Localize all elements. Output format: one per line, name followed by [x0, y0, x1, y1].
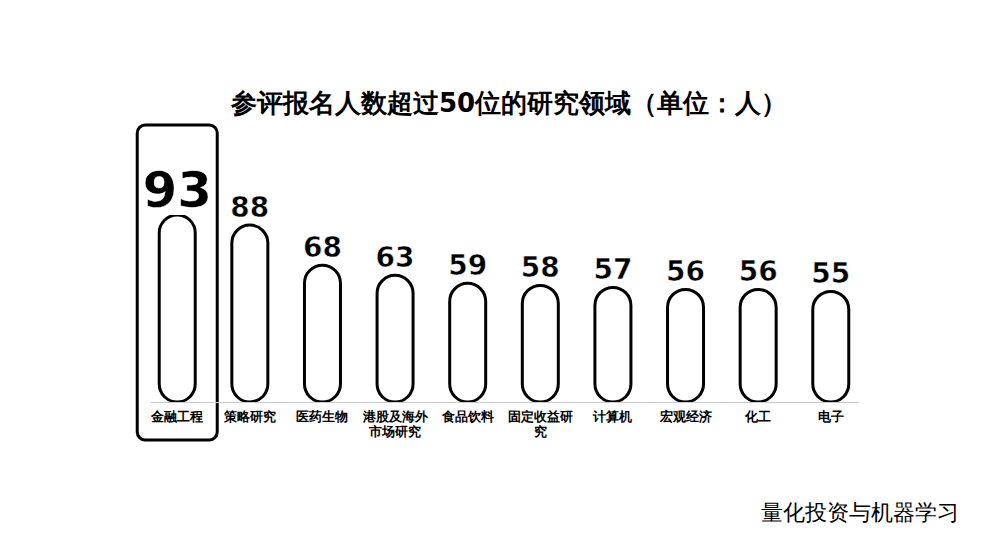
data-label: 68 [303, 231, 342, 264]
data-label: 59 [448, 249, 487, 282]
tick: 食品饮料 [441, 402, 494, 424]
tick-label: 金融工程 [150, 409, 203, 424]
data-label: 58 [521, 251, 560, 284]
tick-label: 宏观经济 [659, 409, 712, 424]
tick-label-line: 电子 [818, 409, 844, 424]
tick-label: 电子 [818, 409, 844, 424]
data-label: 55 [811, 257, 850, 290]
bar [232, 225, 268, 402]
tick: 宏观经济 [659, 402, 712, 424]
data-label: 63 [376, 241, 415, 274]
tick-label-line: 宏观经济 [659, 409, 712, 424]
chart: 参评报名人数超过50位的研究领域（单位：人） 93 88 68 63 59 58 57 56 56… [0, 0, 989, 556]
data-label: 56 [739, 255, 778, 288]
bar [377, 275, 413, 402]
tick-label: 食品饮料 [441, 409, 494, 424]
bar [450, 283, 486, 402]
data-label: 93 [142, 161, 212, 219]
tick: 电子 [818, 402, 844, 424]
bar [813, 291, 849, 402]
bar [522, 285, 558, 402]
tick-label: 医药生物 [296, 409, 348, 424]
tick-label-line: 港股及海外 [362, 409, 429, 424]
background [0, 0, 989, 556]
tick-label: 策略研究 [223, 409, 276, 424]
bar [668, 289, 704, 402]
tick-label-line: 固定收益研 [508, 409, 573, 424]
tick-label-line: 化工 [744, 409, 771, 424]
annotation: 量化投资与机器学习 [761, 500, 959, 525]
bar [740, 289, 776, 402]
data-label: 56 [666, 255, 705, 288]
tick: 医药生物 [296, 402, 348, 424]
tick-label-line: 食品饮料 [441, 409, 494, 424]
tick: 计算机 [592, 402, 632, 424]
tick: 固定收益研究 [508, 402, 573, 439]
tick-label-line: 市场研究 [368, 424, 421, 439]
x-axis: 金融工程策略研究医药生物港股及海外市场研究食品饮料固定收益研究计算机宏观经济化工… [150, 402, 858, 439]
tick-label-line: 策略研究 [223, 409, 276, 424]
tick-label-line: 计算机 [592, 409, 632, 424]
bar [595, 287, 631, 402]
tick: 港股及海外市场研究 [362, 402, 429, 439]
tick-label-line: 医药生物 [296, 409, 348, 424]
highlight-frame [137, 125, 217, 440]
bar [304, 265, 340, 402]
tick-label: 港股及海外市场研究 [362, 409, 429, 439]
tick-label-line: 金融工程 [150, 409, 203, 424]
tick: 化工 [744, 402, 771, 424]
tick-label-line: 究 [534, 424, 547, 439]
tick: 金融工程 [150, 402, 203, 424]
bar [159, 215, 195, 402]
title: 参评报名人数超过50位的研究领域（单位：人） [230, 88, 787, 118]
bars [159, 215, 849, 402]
data-label: 57 [593, 253, 632, 286]
x-axis-line [151, 402, 859, 403]
tick-label: 计算机 [592, 409, 632, 424]
tick: 策略研究 [223, 402, 276, 424]
tick-label: 固定收益研究 [508, 409, 573, 439]
tick-label: 化工 [744, 409, 771, 424]
data-label: 88 [230, 191, 269, 224]
